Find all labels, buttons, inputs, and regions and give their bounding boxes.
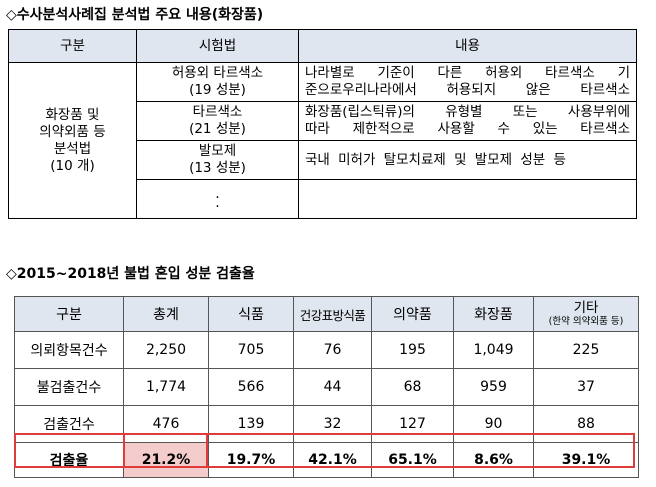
cell-etc: 225 [533,331,639,369]
table-header-row: 구분 시험법 내용 [8,29,637,63]
header-food: 식품 [208,296,294,332]
cell-health-food: 44 [293,368,372,406]
analysis-method-table: 구분 시험법 내용 화장품 및 의약외품 등 분석법 (10 개) 허용외 타르… [8,29,637,219]
content-line: 준으로우리나라에서 허용되지 않은 타르색소 [305,82,630,98]
cell-food: 139 [208,405,294,443]
content-cell: 국내 미허가 탈모치료제 및 발모제 성분 등 [298,140,637,180]
cell-total: 2,250 [123,331,209,369]
detection-rate-row: 검출율 21.2% 19.7% 42.1% 65.1% 8.6% 39.1% [14,442,639,478]
content-cell: 나라별로 기준이 다른 허용외 타르색소 기 준으로우리나라에서 허용되지 않은… [298,62,637,102]
ellipsis-dot: . [215,186,220,202]
cell-cosmetics: 90 [453,405,534,443]
content-line: 화장품(립스틱류)의 유형별 또는 사용부위에 [305,104,630,120]
row-label: 검출건수 [14,405,124,443]
cell-food: 566 [208,368,294,406]
header-etc-main: 기타 [573,299,599,316]
cell-medicine: 127 [371,405,454,443]
cell-cosmetics: 959 [453,368,534,406]
header-category: 구분 [8,29,137,63]
row-label: 검출율 [14,442,124,478]
detection-rate-table: 구분 총계 식품 건강표방식품 의약품 화장품 기타 (한약 의약외품 등) 의… [14,296,639,478]
table-row: 타르색소 (21 성분) 화장품(립스틱류)의 유형별 또는 사용부위에 따라 … [9,101,637,141]
table-row: 발모제 (13 성분) 국내 미허가 탈모치료제 및 발모제 성분 등 [9,140,637,180]
header-medicine: 의약품 [371,296,454,332]
method-cell: 타르색소 (21 성분) [136,101,299,141]
cell-cosmetics-rate: 8.6% [453,442,534,478]
header-method: 시험법 [136,29,299,63]
ellipsis-cell: . . [136,179,299,219]
category-line: 화장품 및 [45,106,100,123]
header-etc-sub: (한약 의약외품 등) [548,315,624,327]
content-line: 국내 미허가 탈모치료제 및 발모제 성분 등 [305,151,566,168]
row-label: 불검출건수 [14,368,124,406]
header-content: 내용 [298,29,637,63]
cell-health-food-rate: 42.1% [293,442,372,478]
cell-etc-rate: 39.1% [533,442,639,478]
category-line: (10 개) [50,157,95,174]
table-row: 의뢰항목건수 2,250 705 76 195 1,049 225 [14,331,639,369]
category-line: 분석법 [53,140,92,157]
ellipsis-dot: . [215,195,220,211]
content-line: 따라 제한적으로 사용할 수 있는 타르색소 [305,121,630,137]
cell-total-rate: 21.2% [123,442,209,478]
cell-health-food: 32 [293,405,372,443]
method-count: (19 성분) [189,82,246,98]
table-row: 검출건수 476 139 32 127 90 88 [14,405,639,443]
cell-medicine: 68 [371,368,454,406]
category-line: 의약외품 등 [39,123,106,140]
cell-cosmetics: 1,049 [453,331,534,369]
header-category: 구분 [14,296,124,332]
category-cell: 화장품 및 의약외품 등 분석법 (10 개) [8,62,137,219]
method-name: 허용외 타르색소 [171,65,264,81]
method-cell: 허용외 타르색소 (19 성분) [136,62,299,102]
method-cell: 발모제 (13 성분) [136,140,299,180]
row-label: 의뢰항목건수 [14,331,124,369]
cell-food-rate: 19.7% [208,442,294,478]
header-total: 총계 [123,296,209,332]
header-etc: 기타 (한약 의약외품 등) [533,296,639,332]
table-row: 불검출건수 1,774 566 44 68 959 37 [14,368,639,406]
content-cell: 화장품(립스틱류)의 유형별 또는 사용부위에 따라 제한적으로 사용할 수 있… [298,101,637,141]
method-count: (13 성분) [189,160,246,176]
method-name: 타르색소 [192,104,243,120]
empty-cell [298,179,637,219]
section2-title: ◇2015~2018년 불법 혼입 성분 검출율 [6,266,255,282]
cell-medicine: 195 [371,331,454,369]
header-health-food: 건강표방식품 [293,296,372,332]
section1-title: ◇수사분석사례집 분석법 주요 내용(화장품) [6,7,264,23]
method-count: (21 성분) [189,121,246,137]
method-name: 발모제 [198,143,237,159]
table-row: . . [9,179,637,219]
content-line: 나라별로 기준이 다른 허용외 타르색소 기 [305,65,630,81]
cell-medicine-rate: 65.1% [371,442,454,478]
cell-etc: 88 [533,405,639,443]
cell-food: 705 [208,331,294,369]
header-cosmetics: 화장품 [453,296,534,332]
cell-etc: 37 [533,368,639,406]
cell-total: 1,774 [123,368,209,406]
cell-total: 476 [123,405,209,443]
cell-health-food: 76 [293,331,372,369]
table-header-row: 구분 총계 식품 건강표방식품 의약품 화장품 기타 (한약 의약외품 등) [14,296,639,332]
table-row: 화장품 및 의약외품 등 분석법 (10 개) 허용외 타르색소 (19 성분)… [8,62,637,219]
